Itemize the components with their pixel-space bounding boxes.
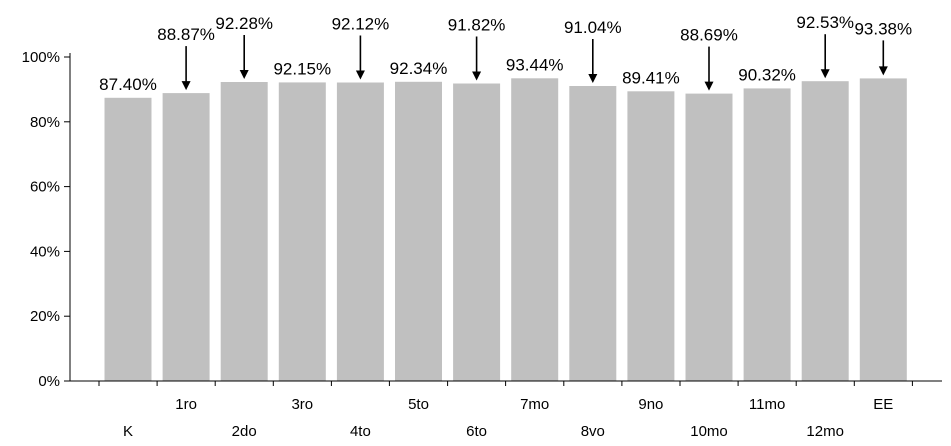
x-tick-label: K xyxy=(123,423,133,440)
label-arrow-head xyxy=(472,71,482,81)
label-arrow-head xyxy=(355,70,365,80)
data-label: 93.44% xyxy=(506,55,564,74)
x-tick-label: 8vo xyxy=(581,423,605,440)
data-label: 89.41% xyxy=(622,68,680,87)
data-label: 88.69% xyxy=(680,26,738,45)
x-tick-label: 3ro xyxy=(291,396,313,413)
bar-3ro xyxy=(278,82,326,382)
y-tick-label: 20% xyxy=(30,308,60,325)
data-label: 91.04% xyxy=(564,18,622,37)
bar-K xyxy=(104,97,152,382)
bar-7mo xyxy=(511,78,559,382)
label-arrow-head xyxy=(588,74,598,83)
label-arrow-head xyxy=(239,70,249,79)
x-tick-label: 9no xyxy=(638,396,663,413)
data-label: 92.12% xyxy=(332,15,390,34)
bar-1ro xyxy=(162,93,210,381)
x-tick-label: 12mo xyxy=(806,423,844,440)
x-tick-label: 10mo xyxy=(690,423,728,440)
x-tick-label: 2do xyxy=(232,423,257,440)
label-arrow-head xyxy=(878,66,888,76)
data-label: 88.87% xyxy=(157,25,215,44)
bar-8vo xyxy=(569,86,617,381)
bar-4to xyxy=(336,82,384,381)
x-tick-label: 5to xyxy=(408,396,429,413)
bars-group xyxy=(104,78,907,382)
bar-2do xyxy=(220,82,268,381)
bar-9no xyxy=(627,91,675,382)
labels-group: K 1ro 2do 3ro 4to 5to 6to 7mo 8vo 9no 10mo 11mo 12mo… xyxy=(99,13,912,440)
data-label: 92.28% xyxy=(215,14,273,33)
bar-11mo xyxy=(743,88,791,382)
data-label: 93.38% xyxy=(854,19,912,38)
bar-5to xyxy=(395,81,442,382)
x-tick-label: 6to xyxy=(466,423,487,440)
data-label: 92.53% xyxy=(796,13,854,32)
x-tick-label: EE xyxy=(873,396,893,413)
y-tick-label: 80% xyxy=(30,114,60,131)
bar-12mo xyxy=(801,81,849,381)
data-label: 87.40% xyxy=(99,75,157,94)
label-arrow-head xyxy=(181,81,191,91)
data-label: 91.82% xyxy=(448,16,506,35)
bar-6to xyxy=(453,83,501,381)
axes-group: 0% 20% 40% 60% 80% 100% xyxy=(22,49,942,390)
x-tick-label: 1ro xyxy=(175,396,197,413)
bar-10mo xyxy=(685,93,733,381)
data-label: 92.34% xyxy=(390,59,448,78)
bar-EE xyxy=(859,78,907,382)
y-tick-label: 0% xyxy=(38,373,60,390)
label-arrow-head xyxy=(820,69,830,79)
y-tick-label: 60% xyxy=(30,179,60,196)
data-label: 92.15% xyxy=(273,59,331,78)
label-arrow-head xyxy=(704,81,714,91)
data-label: 90.32% xyxy=(738,65,796,84)
y-tick-label: 40% xyxy=(30,243,60,260)
x-tick-label: 7mo xyxy=(520,396,549,413)
y-tick-label: 100% xyxy=(22,49,60,66)
x-tick-label: 4to xyxy=(350,423,371,440)
x-tick-label: 11mo xyxy=(749,396,785,413)
